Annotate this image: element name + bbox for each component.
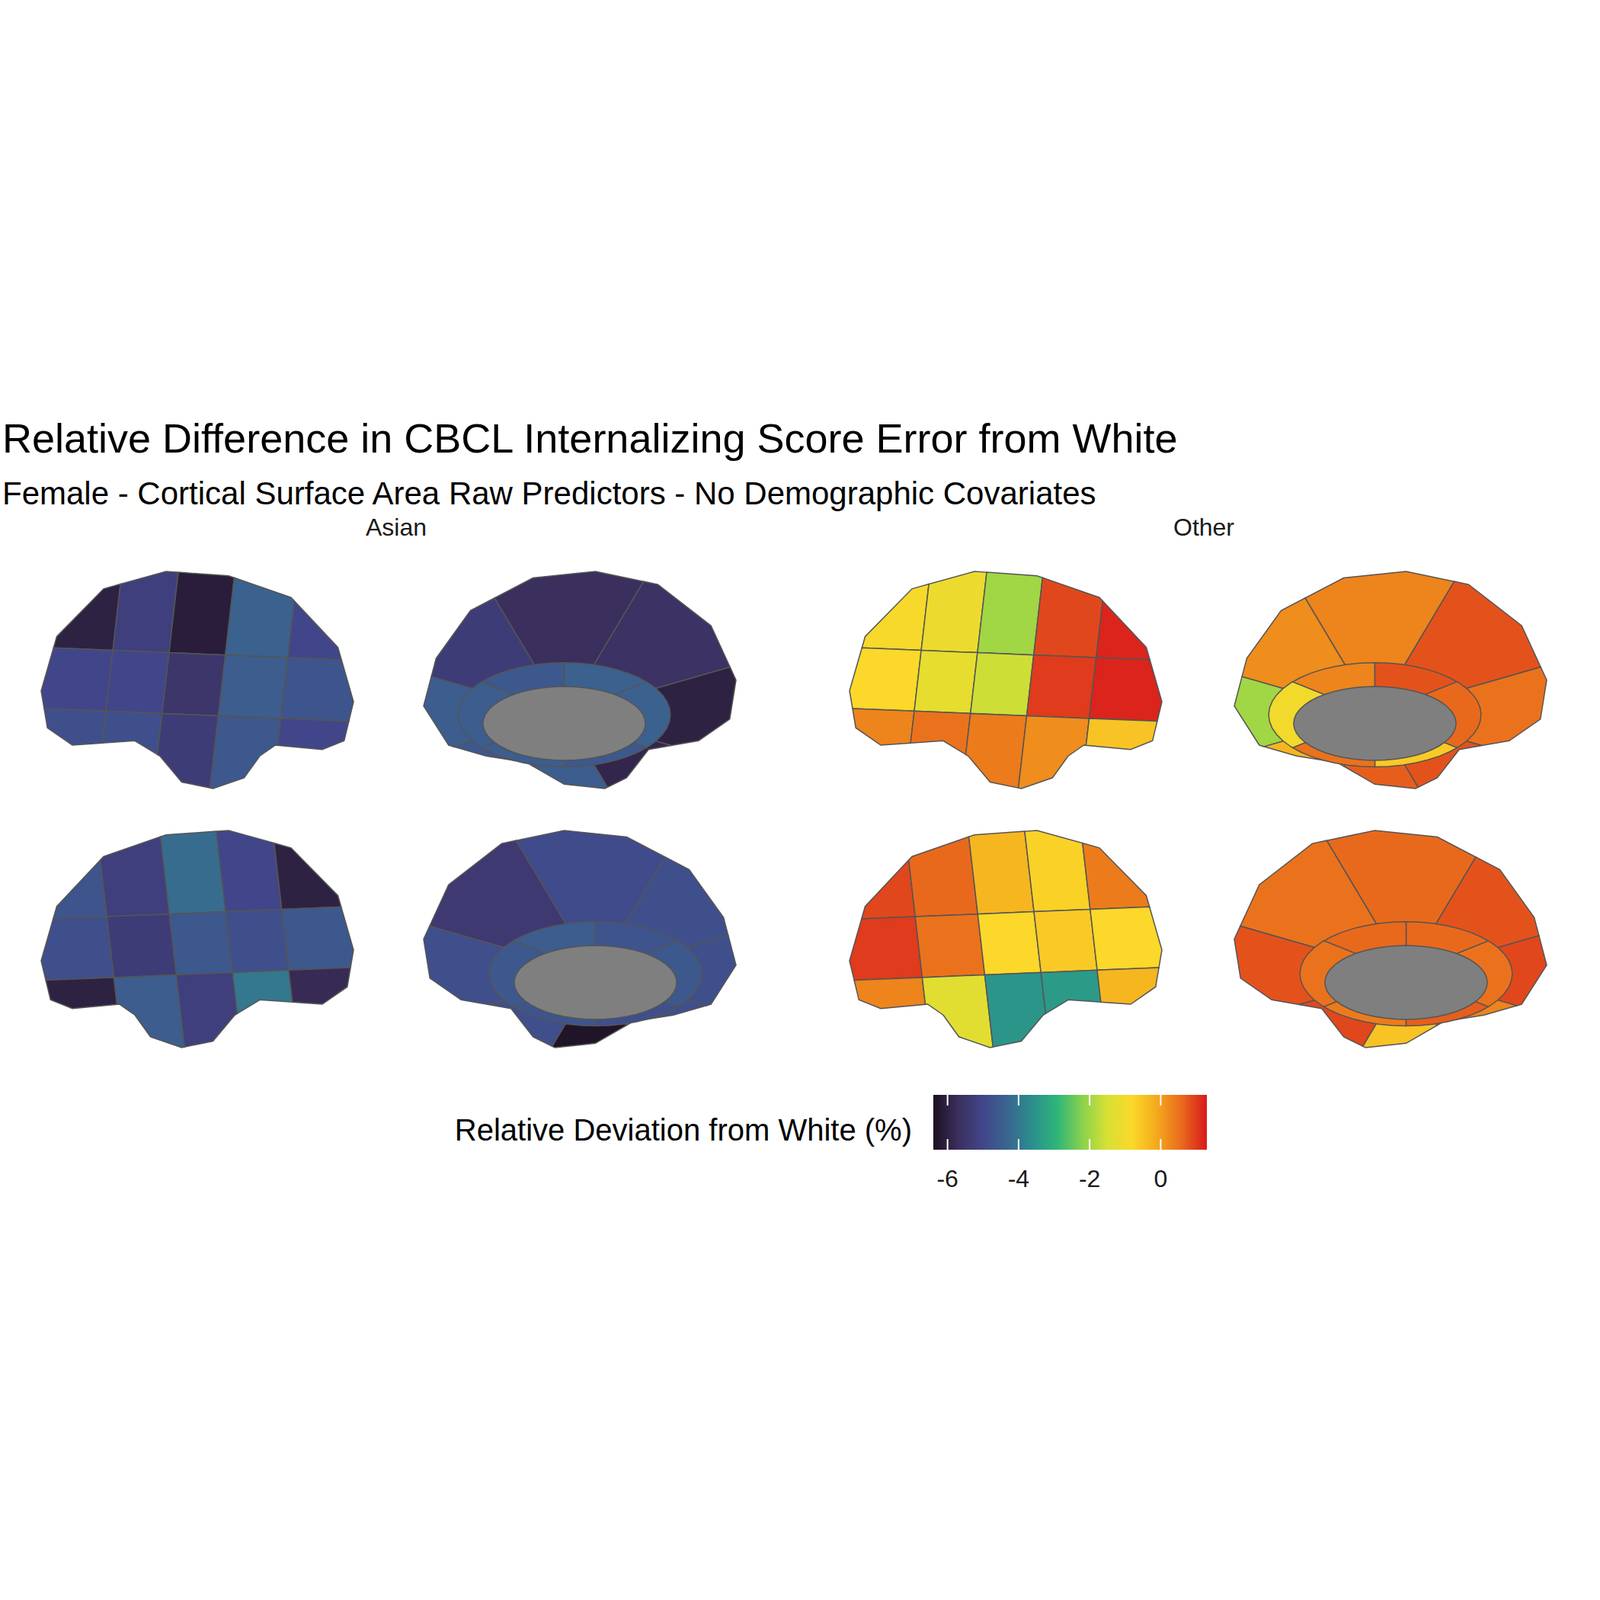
svg-text:Relative Difference in CBCL In: Relative Difference in CBCL Internalizin… xyxy=(2,415,1178,461)
svg-text:Asian: Asian xyxy=(365,513,427,541)
svg-text:-2: -2 xyxy=(1078,1164,1101,1193)
svg-text:0: 0 xyxy=(1153,1164,1168,1193)
svg-text:Other: Other xyxy=(1173,513,1235,541)
svg-text:Female - Cortical Surface Area: Female - Cortical Surface Area Raw Predi… xyxy=(2,475,1097,512)
svg-text:Relative Deviation from White: Relative Deviation from White (%) xyxy=(454,1113,912,1147)
svg-text:-4: -4 xyxy=(1008,1164,1030,1193)
svg-text:-6: -6 xyxy=(936,1164,958,1193)
